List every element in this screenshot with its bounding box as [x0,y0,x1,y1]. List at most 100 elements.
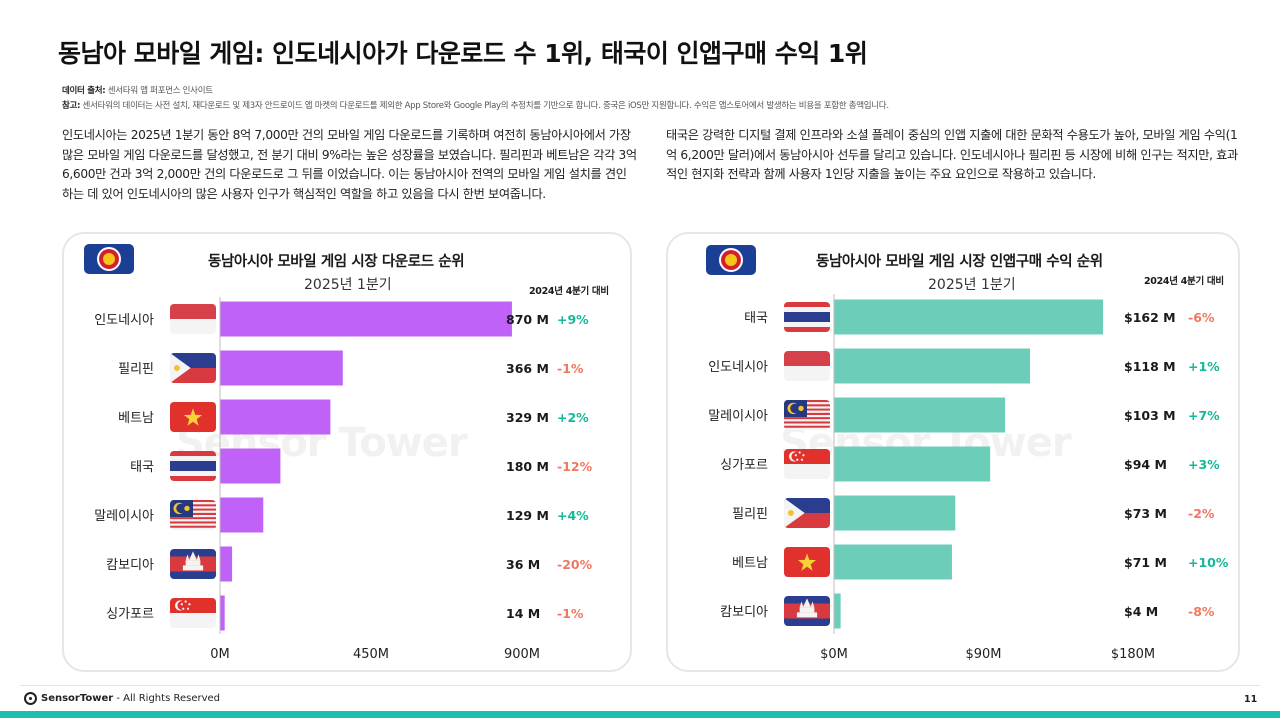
downloads-bar [220,497,264,533]
revenue-change-label: +7% [1188,408,1220,423]
indonesia-flag [170,304,216,334]
data-source-label: 데이터 출처: [62,86,106,96]
asean-logo-icon [84,244,134,274]
cambodia-flag [170,549,216,579]
philippines-flag [170,353,216,383]
downloads-bar [220,595,225,631]
revenue-value-label: $4 M [1124,604,1158,619]
revenue-description: 태국은 강력한 디지털 결제 인프라와 소셜 플레이 중심의 인앱 지출에 대한… [666,128,1238,181]
revenue-bar [834,348,1031,384]
downloads-change-label: -1% [557,606,584,621]
revenue-bar [834,593,841,629]
vietnam-flag [170,402,216,432]
data-note-value: 센서타워의 데이터는 사전 설치, 재다운로드 및 제3자 안드로이드 앱 마켓… [82,101,889,111]
footer-copyright: SensorTower - All Rights Reserved [41,693,220,704]
revenue-value-label: $103 M [1124,408,1176,423]
revenue-tick-label: $90M [965,647,1001,662]
revenue-category-label: 말레이시아 [708,409,768,424]
revenue-comparison-label: 2024년 4분기 대비 [1144,276,1224,287]
downloads-tick-label: 0M [210,647,230,662]
revenue-category-label: 인도네시아 [708,360,768,375]
footer-brand: SensorTower [41,693,114,704]
revenue-bar [834,446,991,482]
footer-rights: - All Rights Reserved [113,693,220,704]
downloads-value-label: 870 M [506,312,549,327]
revenue-chart-subtitle: 2025년 1분기 [928,277,1016,293]
downloads-bar [220,350,343,386]
downloads-category-label: 태국 [130,460,154,475]
downloads-description: 인도네시아는 2025년 1분기 동안 8억 7,000만 건의 모바일 게임 … [62,128,637,201]
revenue-category-label: 싱가포르 [720,458,768,473]
downloads-change-label: -12% [557,459,593,474]
revenue-change-label: +3% [1188,457,1220,472]
downloads-value-label: 180 M [506,459,549,474]
revenue-bar [834,544,952,580]
philippines-flag [784,498,830,528]
revenue-tick-label: $0M [820,647,848,662]
data-note: 참고: 센서타워의 데이터는 사전 설치, 재다운로드 및 제3자 안드로이드 … [62,99,889,111]
downloads-category-label: 싱가포르 [106,607,154,622]
downloads-chart-card: 동남아시아 모바일 게임 시장 다운로드 순위 2025년 1분기 2024년 … [62,232,632,672]
sensortower-logo-icon [24,692,37,705]
indonesia-flag [784,351,830,381]
revenue-bar-chart: 태국 $162 M -6% 인도네시아 $118 M +1% 말레이시아 $103 M +7% 싱… [708,294,1229,662]
malaysia-flag [784,400,830,430]
downloads-value-label: 36 M [506,557,540,572]
downloads-chart-title: 동남아시아 모바일 게임 시장 다운로드 순위 [208,254,465,270]
downloads-change-label: +4% [557,508,589,523]
revenue-change-label: +1% [1188,359,1220,374]
downloads-bar [220,399,331,435]
downloads-change-label: +2% [557,410,589,425]
downloads-category-label: 필리핀 [118,362,154,377]
downloads-bar [220,448,281,484]
revenue-change-label: -2% [1188,506,1215,521]
data-note-label: 참고: [62,101,81,111]
malaysia-flag [170,500,216,530]
revenue-change-label: +10% [1188,555,1229,570]
downloads-tick-label: 450M [353,647,389,662]
revenue-value-label: $118 M [1124,359,1176,374]
downloads-value-label: 329 M [506,410,549,425]
revenue-tick-label: $180M [1111,647,1155,662]
revenue-category-label: 베트남 [732,556,768,571]
downloads-bar-chart: 인도네시아 870 M +9% 필리핀 366 M -1% 베트남 329 M +2% 태국 180… [94,297,593,662]
downloads-category-label: 베트남 [118,411,154,426]
downloads-tick-label: 900M [504,647,540,662]
revenue-category-label: 필리핀 [732,507,768,522]
page-number: 11 [1244,694,1258,705]
revenue-chart-title: 동남아시아 모바일 게임 시장 인앱구매 수익 순위 [816,254,1103,270]
singapore-flag [170,598,216,628]
page-title: 동남아 모바일 게임: 인도네시아가 다운로드 수 1위, 태국이 인앱구매 수… [58,39,868,68]
thailand-flag [784,302,830,332]
downloads-value-label: 129 M [506,508,549,523]
brand-accent-bar [0,711,1280,718]
data-source-value: 센서타워 앱 퍼포먼스 인사이트 [107,86,213,96]
cambodia-flag [784,596,830,626]
downloads-value-label: 366 M [506,361,549,376]
revenue-change-label: -6% [1188,310,1215,325]
revenue-value-label: $94 M [1124,457,1167,472]
singapore-flag [784,449,830,479]
revenue-value-label: $162 M [1124,310,1176,325]
revenue-value-label: $71 M [1124,555,1167,570]
downloads-category-label: 인도네시아 [94,313,154,328]
revenue-bar [834,299,1104,335]
asean-logo-icon [706,245,756,275]
downloads-category-label: 캄보디아 [106,558,154,573]
downloads-bar [220,546,233,582]
downloads-category-label: 말레이시아 [94,509,154,524]
vietnam-flag [784,547,830,577]
footer-divider [20,685,1260,686]
downloads-change-label: -20% [557,557,593,572]
revenue-value-label: $73 M [1124,506,1167,521]
revenue-bar [834,495,956,531]
downloads-comparison-label: 2024년 4분기 대비 [529,286,609,297]
revenue-category-label: 캄보디아 [720,605,768,620]
revenue-bar [834,397,1006,433]
downloads-value-label: 14 M [506,606,540,621]
revenue-category-label: 태국 [744,311,768,326]
downloads-bar [220,301,512,337]
downloads-chart-subtitle: 2025년 1분기 [304,277,392,293]
revenue-change-label: -8% [1188,604,1215,619]
downloads-change-label: +9% [557,312,589,327]
